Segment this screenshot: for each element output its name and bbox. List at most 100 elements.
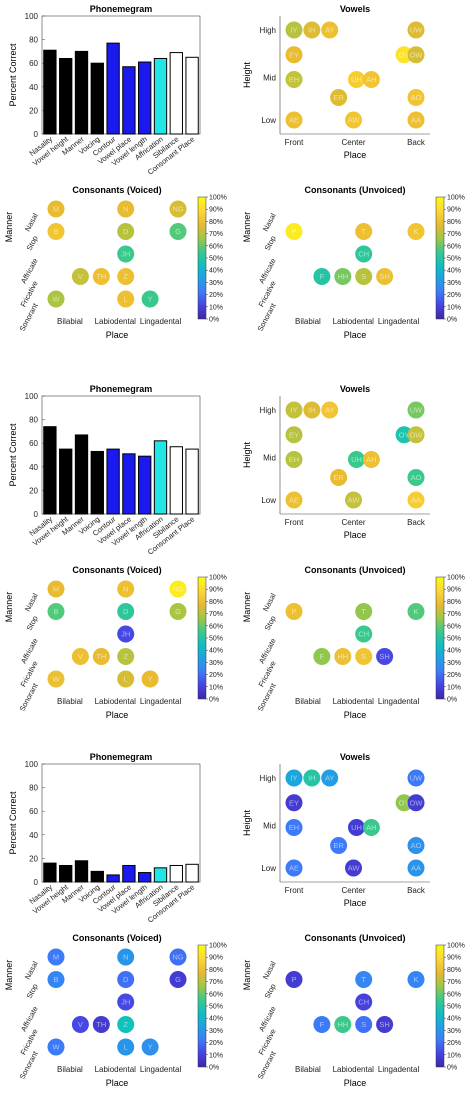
set-1-vowels-label-er: ER	[333, 93, 344, 102]
set-1-vowels-circle-ah	[362, 71, 380, 88]
set-3-vowels-label-ow: OW	[410, 798, 424, 807]
set-1-unvoiced-row-label: Nasal	[261, 211, 278, 232]
set-3-voiced-label-d: D	[123, 975, 129, 984]
set-3-vowels-label-ah: AH	[366, 823, 376, 832]
set-3-vowels-circle-uh	[347, 819, 365, 836]
set-2-vowels-label-aa: AA	[411, 496, 421, 505]
set-1-voiced-colorbar-tick-label: 40%	[209, 268, 223, 275]
set-1-voiced-title: Consonants (Voiced)	[72, 185, 161, 195]
set-3-vowels-label-aa: AA	[411, 864, 421, 873]
set-1-vowels-circle-uh	[347, 71, 365, 88]
set-3-phonemegram-bar-6	[122, 864, 136, 883]
set-1-vowels-label-ao: AO	[411, 93, 422, 102]
set-1-unvoiced-colorbar-tick-label: 10%	[447, 304, 461, 311]
set-2-voiced-colorbar-tick-label: 40%	[209, 648, 223, 655]
set-2-voiced-circle-y	[141, 670, 159, 688]
set-2-unvoiced-circle-k	[407, 603, 425, 620]
set-2-voiced-xlabel: Place	[106, 710, 129, 720]
set-1-vowels-title: Vowels	[340, 4, 370, 14]
set-1-voiced-xlabel: Place	[106, 330, 129, 340]
set-1-vowels-row-label: Mid	[263, 73, 276, 82]
set-1-unvoiced-label-s: S	[361, 272, 366, 281]
set-1-voiced-colorbar-tick-label: 30%	[209, 280, 223, 287]
set-2-unvoiced-col-label: Labiodental	[333, 697, 375, 706]
set-1-vowels-label-uh: UH	[351, 75, 362, 84]
set-1-unvoiced-circle-f	[313, 268, 331, 285]
set-3-voiced-colorbar-tick-label: 80%	[209, 967, 223, 974]
set-1-unvoiced-colorbar-tick-label: 50%	[447, 256, 461, 263]
set-2-voiced-label-jh: JH	[121, 630, 130, 639]
set-1-voiced-row-label: Fricative	[19, 279, 40, 308]
set-3-vowels-row-label: High	[260, 774, 276, 783]
set-2-vowels-col-label: Center	[342, 518, 366, 527]
set-3-phonemegram-bar-8	[153, 867, 168, 883]
set-3-unvoiced-xlabel: Place	[344, 1078, 367, 1088]
set-3-vowels-label-ih: IH	[308, 774, 316, 783]
set-1-phonemegram-bar-7	[138, 61, 152, 135]
set-3-voiced-col-label: Labiodental	[95, 1065, 137, 1074]
set-1-phonemegram-axes	[41, 15, 201, 135]
set-1-unvoiced-label-p: P	[291, 227, 296, 236]
set-3-unvoiced-circle-p	[285, 971, 303, 988]
set-2-unvoiced-colorbar-tick-label: 70%	[447, 611, 461, 618]
set-2-unvoiced-colorbar-tick-label: 40%	[447, 648, 461, 655]
set-3-phonemegram-ytick-label: 80	[29, 784, 38, 793]
set-2-unvoiced-label-p: P	[291, 607, 296, 616]
set-3-voiced-col-label: Lingadental	[140, 1065, 182, 1074]
set-1-vowels-label-iy: IY	[290, 26, 297, 35]
set-3-phonemegram-bar-1	[43, 862, 57, 883]
set-3-unvoiced-circle-ch	[355, 993, 373, 1011]
set-2-voiced-circle-jh	[117, 625, 135, 643]
set-3-voiced-colorbar-tick-label: 50%	[209, 1004, 223, 1011]
set-1-unvoiced-colorbar-tick-label: 30%	[447, 280, 461, 287]
set-2-voiced-colorbar-tick-label: 20%	[209, 672, 223, 679]
set-3-voiced-colorbar-tick-label: 30%	[209, 1028, 223, 1035]
set-1-phonemegram-bar-1	[43, 49, 57, 135]
set-2-vowels-row-label: High	[260, 406, 276, 415]
set-2-unvoiced-col-label: Bilabial	[295, 697, 321, 706]
set-2-phonemegram-bar-7	[138, 455, 152, 515]
set-3-vowels-label-ey: EY	[289, 798, 299, 807]
set-1-vowels-ylabel: Height	[242, 61, 252, 88]
set-3-voiced-label-g: G	[175, 975, 181, 984]
set-3-voiced-colorbar-tick-label: 60%	[209, 991, 223, 998]
set-3-voiced-label-b: B	[53, 975, 58, 984]
set-3-unvoiced-colorbar-tick-label: 90%	[447, 955, 461, 962]
set-1-phonemegram-ylabel: Percent Correct	[8, 43, 18, 107]
set-1-unvoiced-colorbar-tick-label: 90%	[447, 207, 461, 214]
set-2-voiced-label-ng: NG	[172, 585, 183, 594]
set-1-voiced-label-y: Y	[148, 295, 153, 304]
set-3-phonemegram-title: Phonemegram	[90, 752, 153, 762]
set-1-voiced-col-label: Labiodental	[95, 317, 137, 326]
set-3-phonemegram-ylabel: Percent Correct	[8, 791, 18, 855]
set-2-phonemegram-bar-6	[122, 453, 136, 515]
set-3-voiced-circle-y	[141, 1038, 159, 1056]
set-2-voiced-colorbar	[197, 576, 207, 700]
set-3-phonemegram-bar-4	[90, 870, 104, 883]
set-1-vowels-label-oy: OY	[399, 50, 410, 59]
set-1-vowels-row-label: Low	[261, 116, 276, 125]
set-3-phonemegram-bar-9	[169, 864, 183, 883]
set-2-vowels-row-label: Mid	[263, 453, 276, 462]
set-3-voiced-row-label: Nasal	[23, 959, 40, 980]
set-3-vowels-xlabel: Place	[344, 898, 367, 908]
set-1-unvoiced-circle-t	[355, 223, 373, 240]
set-2-phonemegram-bar-9	[169, 446, 183, 515]
set-3-vowels-col-label: Back	[407, 886, 426, 895]
set-2-voiced-circle-w	[47, 670, 65, 688]
set-3-unvoiced-title: Consonants (Unvoiced)	[304, 933, 405, 943]
set-3-voiced-circle-m	[47, 948, 65, 966]
set-3-phonemegram-ytick-label: 100	[25, 760, 39, 769]
set-1-voiced-circle-g	[169, 223, 187, 240]
set-2-vowels-title: Vowels	[340, 384, 370, 394]
set-2-voiced-label-th: TH	[96, 652, 106, 661]
set-3-unvoiced-colorbar-tick-label: 10%	[447, 1052, 461, 1059]
set-1-vowels-circle-ih	[303, 21, 321, 39]
set-1-phonemegram-ytick-label: 100	[25, 12, 39, 21]
set-3-vowels-label-uh: UH	[351, 823, 362, 832]
set-1-voiced-label-z: Z	[123, 272, 128, 281]
set-1-vowels-row-label: High	[260, 26, 276, 35]
set-3-vowels-col-label: Front	[285, 886, 304, 895]
set-3-unvoiced-circle-s	[355, 1016, 373, 1033]
set-1-vowels-circle-ao	[407, 89, 425, 106]
